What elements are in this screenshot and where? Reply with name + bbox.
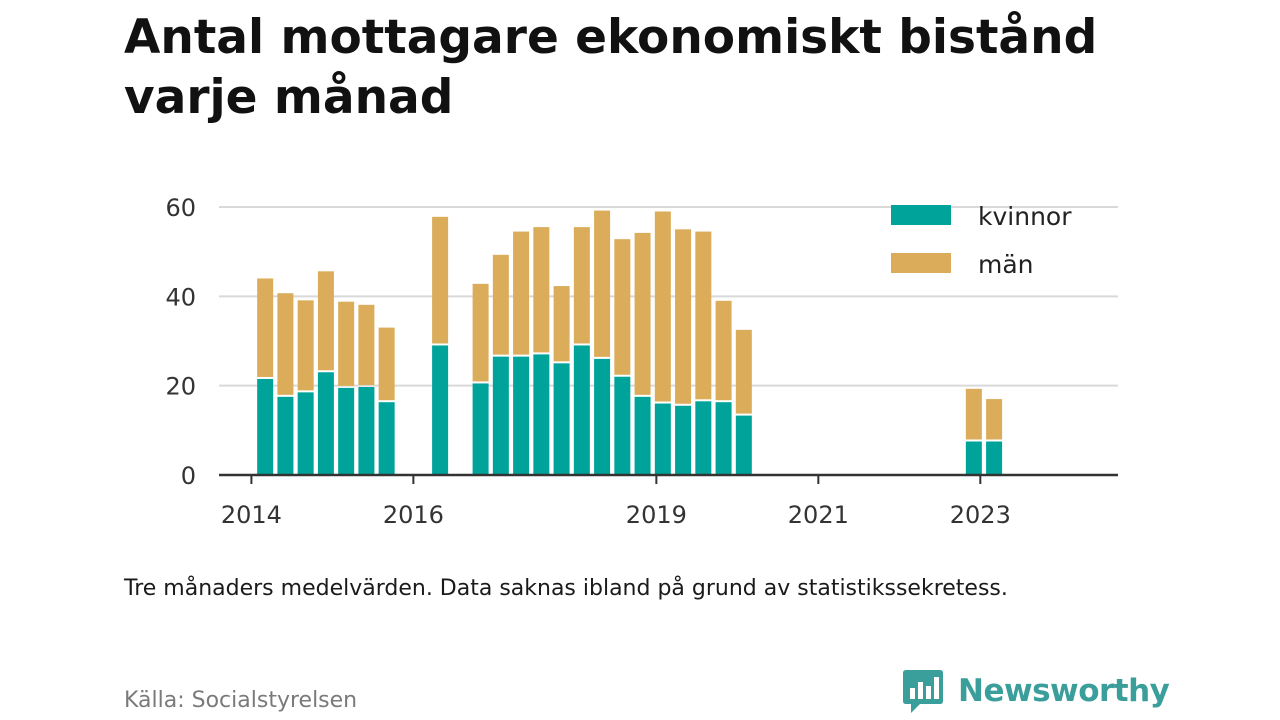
bar-man [472, 283, 489, 382]
bar-man [378, 327, 395, 401]
x-tick-label: 2019 [626, 501, 687, 529]
legend-label: män [978, 250, 1034, 279]
bar-kvinnor [675, 405, 692, 475]
bar-kvinnor [378, 402, 395, 475]
bar-kvinnor [358, 387, 375, 475]
bar-man [257, 278, 274, 377]
bar-kvinnor [614, 376, 631, 475]
legend-swatch [891, 253, 951, 273]
brand-logo[interactable]: Newsworthy [902, 668, 1170, 714]
bar-man [695, 231, 712, 400]
chart-title: Antal mottagare ekonomiskt bistånd varje… [124, 10, 1098, 125]
bar-man [533, 227, 550, 353]
y-tick-label: 60 [165, 194, 196, 222]
bar-man [358, 304, 375, 386]
bar-kvinnor [965, 441, 982, 475]
bar-man [735, 329, 752, 414]
stacked-bar-chart: 0 20 40 60 2014 2016 2019 2021 2023 kvinnor män [165, 194, 1118, 529]
bar-kvinnor [277, 396, 294, 475]
bar-man [297, 300, 314, 391]
bar-kvinnor [338, 387, 355, 475]
legend-swatch [891, 205, 951, 225]
y-tick-label: 20 [165, 373, 196, 401]
x-tick-label: 2016 [383, 501, 444, 529]
y-tick-label: 40 [165, 283, 196, 311]
bar-man [965, 388, 982, 440]
bar-man [715, 300, 732, 401]
bar-man [594, 210, 611, 357]
x-tick-label: 2014 [221, 501, 282, 529]
bar-kvinnor [432, 345, 449, 475]
bar-man [675, 229, 692, 404]
bar-man [614, 239, 631, 375]
x-tick-label: 2023 [950, 501, 1011, 529]
bar-man [986, 399, 1003, 440]
bar-kvinnor [735, 415, 752, 475]
bar-man [338, 301, 355, 386]
legend-label: kvinnor [978, 202, 1072, 231]
bar-kvinnor [654, 403, 671, 475]
axes: 0 20 40 60 2014 2016 2019 2021 2023 [165, 194, 1118, 529]
bar-chart-speech-bubble-icon [903, 670, 943, 713]
bar-kvinnor [533, 354, 550, 475]
x-tick-label: 2021 [788, 501, 849, 529]
legend: kvinnor män [891, 202, 1072, 279]
bar-kvinnor [492, 356, 509, 475]
bar-kvinnor [695, 401, 712, 475]
bar-man [492, 254, 509, 355]
bar-kvinnor [634, 396, 651, 475]
bar-kvinnor [986, 441, 1003, 475]
bar-kvinnor [553, 363, 570, 475]
bar-kvinnor [715, 402, 732, 475]
chart-note: Tre månaders medelvärden. Data saknas ib… [124, 576, 1008, 601]
bar-kvinnor [513, 356, 530, 475]
bar-kvinnor [317, 372, 334, 475]
bar-kvinnor [257, 378, 274, 475]
brand-name: Newsworthy [958, 673, 1170, 709]
bar-man [432, 216, 449, 344]
bar-man [634, 232, 651, 395]
y-tick-label: 0 [181, 462, 196, 490]
bar-kvinnor [297, 392, 314, 475]
bar-man [553, 286, 570, 362]
bar-kvinnor [472, 383, 489, 475]
bar-man [277, 293, 294, 395]
bars [257, 210, 1003, 475]
bar-kvinnor [573, 345, 590, 475]
bar-man [513, 231, 530, 355]
bar-kvinnor [594, 358, 611, 475]
bar-man [317, 271, 334, 371]
source-credit: Källa: Socialstyrelsen [124, 688, 358, 713]
bar-man [573, 227, 590, 344]
bar-man [654, 211, 671, 402]
